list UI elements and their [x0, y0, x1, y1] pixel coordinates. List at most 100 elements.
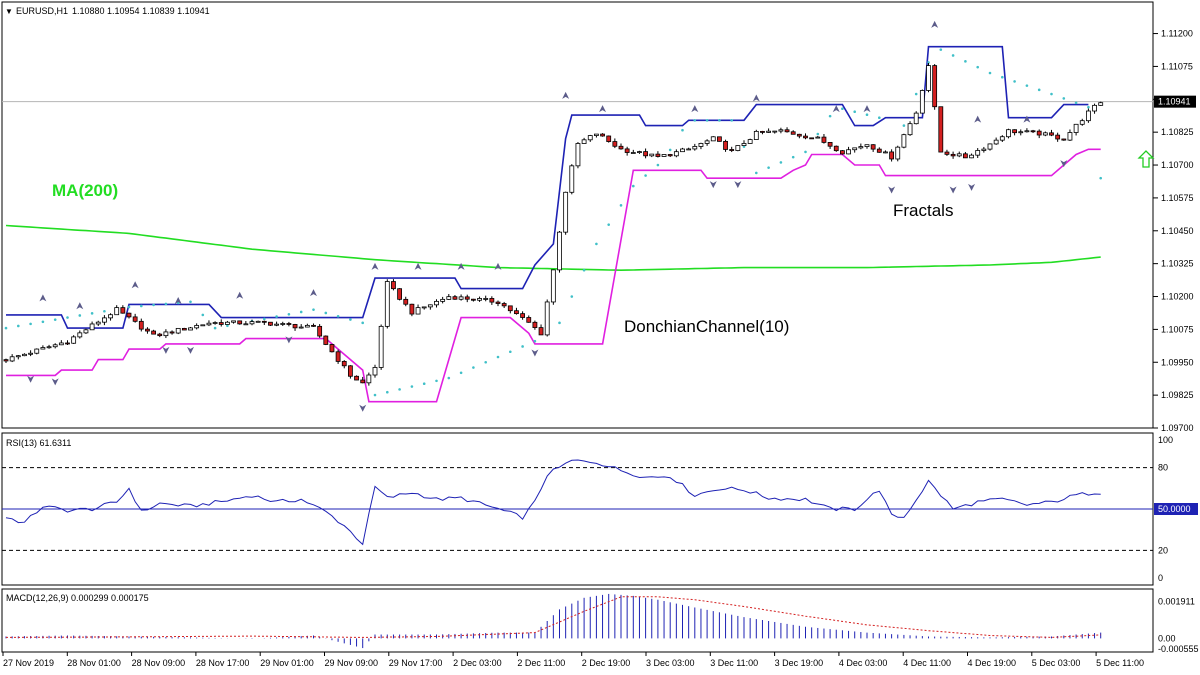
sar-dot	[435, 379, 438, 383]
sar-dot	[730, 119, 733, 122]
bear-candle	[796, 133, 802, 137]
fractal-down-marker	[359, 404, 367, 412]
sar-dot	[53, 318, 57, 321]
rsi-mid-box	[1154, 503, 1198, 515]
bull-candle	[1073, 123, 1079, 133]
bull-candle	[993, 139, 999, 145]
sar-dot	[361, 321, 365, 325]
bear-candle	[1055, 134, 1061, 140]
fractal-down-marker	[734, 181, 742, 189]
bull-candle	[594, 133, 599, 136]
bear-candle	[218, 322, 224, 325]
bull-candle	[563, 191, 569, 233]
bull-candle	[710, 136, 716, 142]
sar-dot	[509, 350, 512, 354]
bear-candle	[237, 320, 243, 325]
sar-dot	[312, 308, 315, 311]
bull-candle	[458, 296, 464, 300]
price-tick-label: 1.09950	[1161, 357, 1194, 367]
sar-dot	[90, 312, 94, 315]
bear-candle	[532, 321, 538, 328]
ma200-annotation: MA(200)	[52, 181, 118, 200]
bull-candle	[421, 306, 427, 309]
bull-candle	[987, 143, 993, 150]
bull-candle	[901, 134, 907, 148]
bear-candle	[1030, 130, 1036, 133]
bear-candle	[514, 310, 519, 315]
bull-candle	[231, 320, 236, 323]
sar-dot	[41, 320, 45, 324]
fractal-up-marker	[371, 262, 379, 270]
bear-candle	[360, 379, 366, 384]
time-tick-label: 3 Dec 03:00	[646, 658, 695, 668]
bull-candle	[188, 327, 193, 331]
bull-candle	[1018, 131, 1024, 134]
sar-dot	[582, 268, 586, 272]
bull-candle	[661, 154, 667, 157]
sar-dot	[1062, 97, 1066, 100]
fractal-down-marker	[888, 186, 896, 194]
sar-dot	[718, 119, 721, 122]
sar-dot	[1037, 88, 1041, 92]
bull-candle	[1042, 132, 1048, 136]
fractal-up-marker	[974, 115, 982, 123]
sar-dot	[1050, 92, 1053, 96]
fractal-up-marker	[494, 262, 502, 270]
bull-candle	[673, 151, 679, 157]
fractal-down-marker	[162, 346, 170, 354]
bull-candle	[907, 123, 913, 136]
fractal-down-marker	[531, 349, 539, 357]
sar-dot	[484, 360, 488, 364]
price-tick-label: 1.10200	[1161, 292, 1194, 302]
sar-dot	[226, 324, 229, 328]
sar-layer	[4, 48, 1102, 397]
bull-candle	[206, 322, 212, 326]
sar-dot	[189, 300, 192, 304]
sar-dot	[410, 385, 414, 388]
price-tick-label: 1.10450	[1161, 226, 1194, 236]
bull-candle	[557, 231, 562, 271]
sar-dot	[779, 161, 783, 164]
current-price-label: 1.10941	[1158, 97, 1191, 107]
time-axis: 27 Nov 2019 28 Nov 01:00 28 Nov 09:00 28 No…	[2, 652, 1144, 668]
bull-candle	[477, 298, 482, 301]
bear-candle	[667, 154, 673, 157]
fractal-up-marker	[863, 105, 871, 113]
macd-tick-label: 0.00	[1158, 633, 1176, 643]
sar-dot	[201, 313, 205, 317]
bull-candle	[427, 304, 433, 308]
bear-candle	[809, 137, 815, 140]
rsi-tick-label: 100	[1158, 435, 1173, 445]
header-dropdown-icon[interactable]: ▼	[5, 7, 13, 16]
bear-candle	[347, 365, 353, 377]
fractal-up-marker	[131, 281, 139, 289]
bear-candle	[870, 144, 876, 150]
bull-candle	[815, 136, 821, 139]
sar-dot	[29, 322, 32, 326]
bull-candle	[28, 352, 34, 355]
fractal-up-marker	[752, 94, 760, 102]
fractals-annotation: Fractals	[893, 201, 953, 220]
bear-candle	[538, 327, 544, 336]
bear-candle	[790, 131, 796, 135]
sar-dot	[865, 113, 869, 116]
bear-candle	[261, 320, 267, 323]
sar-dot	[595, 242, 598, 246]
bull-candle	[981, 148, 987, 151]
up-arrow-icon	[1137, 150, 1155, 168]
time-tick-label: 29 Nov 01:00	[260, 658, 314, 668]
bull-candle	[378, 325, 384, 368]
bull-candle	[372, 367, 378, 376]
time-tick-label: 2 Dec 03:00	[453, 658, 502, 668]
time-tick-label: 29 Nov 17:00	[389, 658, 443, 668]
fractal-down-marker	[285, 336, 293, 344]
sar-dot	[558, 321, 561, 325]
bear-candle	[624, 148, 630, 153]
sar-dot	[275, 315, 278, 318]
bear-candle	[169, 331, 175, 334]
bear-candle	[520, 313, 525, 318]
bull-candle	[224, 321, 230, 325]
bull-candle	[772, 130, 778, 133]
fractal-up-marker	[1023, 115, 1031, 123]
